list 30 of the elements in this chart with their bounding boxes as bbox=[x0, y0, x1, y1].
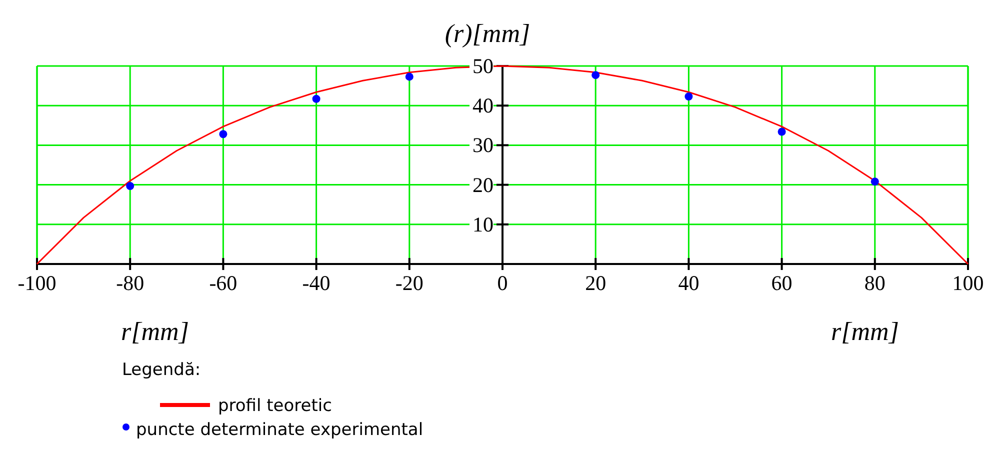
text: r[mm] bbox=[831, 317, 899, 346]
x-tick-label: -100 bbox=[18, 271, 56, 295]
y-tick-label: 10 bbox=[472, 212, 494, 236]
x-tick-label: -20 bbox=[395, 271, 424, 295]
point bbox=[778, 128, 786, 136]
x-tick-label: 0 bbox=[497, 271, 508, 295]
legend-title: Legendă: bbox=[122, 360, 201, 380]
point bbox=[126, 182, 134, 190]
point bbox=[592, 71, 600, 80]
x-tick-label: 100 bbox=[952, 271, 984, 295]
x-tick-label: 20 bbox=[585, 271, 606, 295]
y-axis-title: (r)[mm] bbox=[444, 19, 530, 48]
y-tick-label: 50 bbox=[472, 54, 494, 78]
point bbox=[870, 178, 879, 186]
x-tick-label: -60 bbox=[209, 271, 238, 295]
point bbox=[684, 92, 693, 100]
x-tick-label: 80 bbox=[864, 271, 886, 295]
legend-label: profil teoretic bbox=[218, 396, 332, 416]
x-tick-label: -80 bbox=[116, 271, 144, 295]
legend-label: puncte determinate experimental bbox=[136, 420, 424, 440]
x-axis-title: r[mm] bbox=[121, 317, 189, 346]
x-tick-label: 40 bbox=[678, 271, 700, 295]
y-tick-label: 30 bbox=[472, 133, 494, 158]
point bbox=[405, 72, 414, 81]
y-tick-label: 20 bbox=[472, 172, 494, 197]
x-tick-label: -40 bbox=[302, 271, 330, 295]
point bbox=[219, 130, 228, 138]
x-tick-label: 60 bbox=[771, 271, 792, 295]
point bbox=[312, 94, 320, 103]
y-tick-label: 40 bbox=[472, 94, 494, 118]
